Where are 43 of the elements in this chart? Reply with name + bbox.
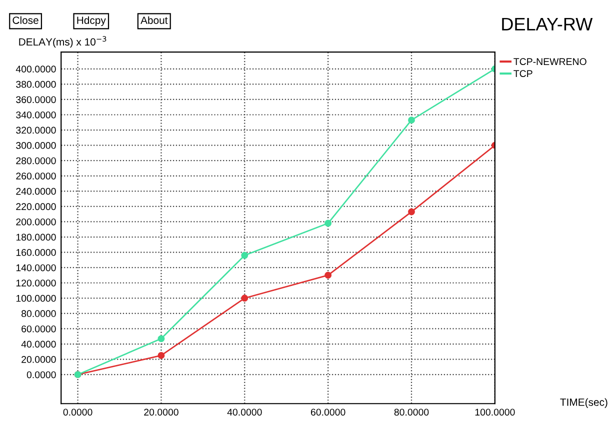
y-tick-label: 40.0000 (21, 340, 56, 348)
y-tick-label: 60.0000 (22, 325, 56, 332)
point (408, 208, 415, 216)
y-tick-label: 360.0000 (16, 96, 56, 104)
text: Close (12, 16, 38, 24)
text: DELAY-RW (502, 18, 593, 30)
point (158, 352, 165, 359)
legend-label: TCP (514, 70, 532, 78)
y-tick-label: 120.0000 (16, 280, 56, 286)
point (241, 252, 248, 259)
y-tick-label: 80.0000 (22, 310, 56, 318)
y-tick-label: 240.0000 (16, 188, 56, 195)
y-tick-label: 260.0000 (16, 172, 56, 180)
x-axis-title: TIME(sec) (560, 398, 608, 408)
x-tick-label: 100.0000 (475, 408, 515, 416)
x-tick-label: 80.0000 (394, 408, 429, 416)
y-axis-title: DELAY(ms) x 10$^{−3}$ (19, 36, 106, 48)
point (324, 220, 332, 227)
y-tick-label: 160.0000 (16, 249, 56, 256)
point (158, 335, 165, 342)
y-tick-label: 140.0000 (16, 264, 56, 272)
x-tick-label: 40.0000 (227, 408, 262, 416)
y-tick-label: 320.0000 (16, 126, 56, 134)
y-tick-label: 380.0000 (16, 80, 56, 88)
y-tick-label: 180.0000 (16, 234, 56, 241)
y-tick-label: 0.0000 (26, 371, 56, 378)
y-tick-label: 340.0000 (16, 111, 56, 118)
y-tick-label: 200.0000 (16, 218, 56, 226)
text: About (140, 16, 168, 24)
point (241, 294, 248, 302)
x-tick-label: 0.0000 (63, 408, 92, 416)
x-tick-label: 20.0000 (144, 408, 178, 416)
y-tick-label: 220.0000 (16, 203, 56, 210)
y-tick-label: 20.0000 (22, 356, 56, 363)
x-tick-label: 60.0000 (310, 408, 346, 416)
point (324, 272, 332, 279)
y-tick-label: 400.0000 (16, 66, 56, 73)
legend-label: TCP-NEWRENO (514, 58, 586, 66)
y-tick-label: 300.0000 (16, 142, 56, 149)
y-tick-label: 100.0000 (16, 294, 56, 302)
text: Hdcpy (77, 16, 106, 26)
point (408, 116, 415, 124)
y-tick-label: 280.0000 (16, 157, 56, 164)
